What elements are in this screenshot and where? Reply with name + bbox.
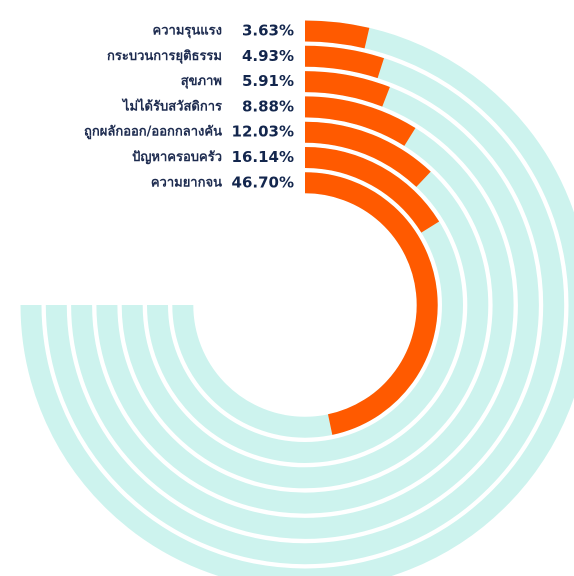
track (45, 45, 565, 565)
bar (304, 121, 431, 188)
track (20, 20, 574, 576)
track (96, 96, 514, 514)
category-label: ความรุนแรง (153, 24, 222, 39)
bar (304, 20, 370, 49)
bar (304, 45, 385, 79)
category-label: ความยากจน (151, 175, 222, 190)
value-label: 8.88% (242, 97, 294, 115)
category-label: ถูกผลักออก/ออกกลางคัน (84, 125, 222, 140)
bar (304, 172, 438, 435)
value-label: 5.91% (242, 72, 294, 90)
bar (304, 96, 416, 146)
value-label: 3.63% (242, 22, 294, 40)
bar (304, 147, 440, 233)
track (71, 71, 539, 539)
value-label: 12.03% (232, 123, 294, 141)
value-label: 4.93% (242, 47, 294, 65)
bar (304, 71, 390, 107)
category-label: สุขภาพ (181, 74, 222, 89)
category-label: ไม่ได้รับสวัสดิการ (121, 97, 222, 114)
category-label: กระบวนการยุติธรรม (107, 49, 222, 64)
value-label: 16.14% (232, 148, 294, 166)
category-label: ปัญหาครอบครัว (132, 150, 222, 165)
value-label: 46.70% (232, 173, 294, 191)
